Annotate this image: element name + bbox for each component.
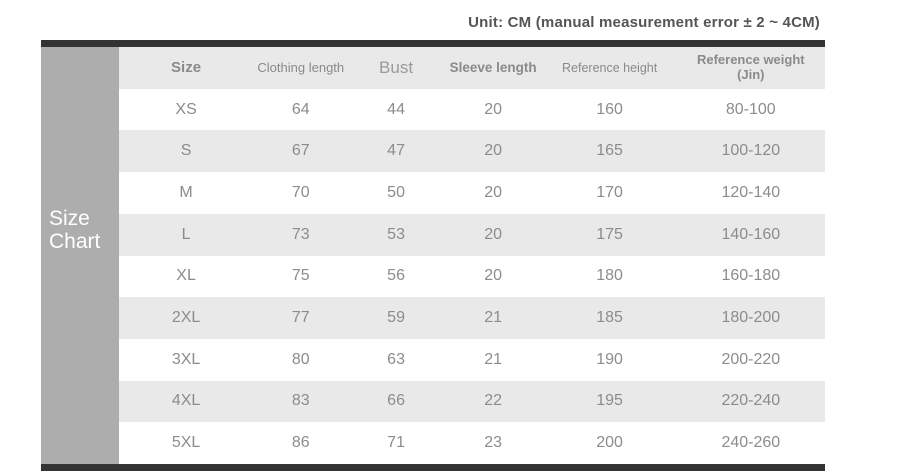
reference-height-cell: 180: [596, 267, 623, 285]
clothing-length-cell: 70: [291, 183, 310, 201]
size-cell: XS: [175, 100, 197, 118]
table-row-3xl: 3XL 80 63 21 190 200-220: [119, 338, 825, 381]
reference-weight-cell: 140-160: [721, 225, 781, 243]
table-row-xs: XS 64 44 20 160 80-100: [119, 88, 825, 131]
bust-cell: 63: [387, 350, 405, 368]
column-header-clothing-length: Clothing length: [257, 60, 345, 76]
size-cell: 4XL: [171, 392, 201, 410]
column-header-reference-height: Reference height: [562, 60, 658, 75]
unit-measurement-note: Unit: CM (manual measurement error ± 2 ~…: [468, 14, 820, 31]
table-header-row: Size Clothing length Bust Sleeve length …: [119, 47, 825, 89]
sleeve-length-cell: 20: [484, 225, 503, 243]
size-cell: L: [181, 225, 191, 243]
sleeve-length-cell: 20: [484, 183, 503, 201]
bust-cell: 66: [387, 392, 405, 410]
clothing-length-cell: 64: [291, 100, 310, 118]
size-cell: XL: [176, 267, 196, 285]
clothing-length-cell: 77: [291, 309, 310, 327]
table-grid: Size Clothing length Bust Sleeve length …: [119, 47, 825, 465]
reference-weight-cell: 80-100: [725, 100, 776, 118]
column-header-bust: Bust: [379, 57, 414, 77]
reference-weight-cell: 100-120: [721, 142, 781, 160]
clothing-length-cell: 86: [291, 434, 310, 452]
reference-height-cell: 165: [596, 142, 623, 160]
reference-height-cell: 185: [596, 309, 623, 327]
sleeve-length-cell: 22: [484, 392, 503, 410]
table-row-4xl: 4XL 83 66 22 195 220-240: [119, 380, 825, 423]
size-chart-table: Size Chart Size Clothing length Bust Sle…: [41, 40, 825, 471]
clothing-length-cell: 75: [291, 267, 310, 285]
reference-height-cell: 190: [596, 350, 623, 368]
size-cell: 3XL: [171, 350, 201, 368]
sleeve-length-cell: 20: [484, 142, 503, 160]
reference-height-cell: 200: [596, 434, 623, 452]
reference-weight-cell: 240-260: [721, 434, 781, 452]
table-row-l: L 73 53 20 175 140-160: [119, 213, 825, 256]
clothing-length-cell: 67: [291, 142, 310, 160]
reference-height-cell: 160: [596, 100, 623, 118]
table-row-xl: XL 75 56 20 180 160-180: [119, 255, 825, 298]
reference-height-cell: 175: [596, 225, 623, 243]
size-cell: S: [180, 142, 192, 160]
weight-header-line1: Reference weight: [696, 51, 805, 67]
reference-weight-cell: 160-180: [721, 267, 781, 285]
bust-cell: 44: [387, 100, 405, 118]
weight-header-line2: (Jin): [737, 66, 765, 82]
table-side-label: Size Chart: [41, 47, 119, 464]
size-cell: 2XL: [171, 309, 201, 327]
sleeve-length-cell: 23: [484, 434, 503, 452]
table-row-m: M 70 50 20 170 120-140: [119, 172, 825, 214]
table-row-s: S 67 47 20 165 100-120: [119, 130, 825, 173]
reference-weight-cell: 180-200: [721, 309, 781, 327]
bust-cell: 50: [387, 183, 405, 201]
reference-weight-cell: 200-220: [721, 350, 781, 368]
bust-cell: 56: [387, 267, 405, 285]
bust-cell: 71: [387, 434, 405, 452]
table-row-2xl: 2XL 77 59 21 185 180-200: [119, 297, 825, 339]
reference-weight-cell: 220-240: [721, 392, 781, 410]
reference-height-cell: 170: [596, 183, 623, 201]
column-header-reference-weight: Reference weight (Jin): [677, 51, 825, 83]
side-label-line2: Chart: [49, 229, 101, 253]
sleeve-length-cell: 20: [484, 100, 503, 118]
size-cell: M: [179, 183, 193, 201]
size-cell: 5XL: [171, 434, 201, 452]
sleeve-length-cell: 21: [484, 350, 503, 368]
table-row-5xl: 5XL 86 71 23 200 240-260: [119, 422, 825, 465]
bust-cell: 59: [387, 309, 405, 327]
sleeve-length-cell: 21: [484, 309, 503, 327]
side-label-line1: Size: [49, 206, 90, 230]
sleeve-length-cell: 20: [484, 267, 503, 285]
column-header-size: Size: [171, 59, 202, 77]
clothing-length-cell: 80: [291, 350, 310, 368]
column-header-sleeve-length: Sleeve length: [449, 60, 537, 76]
reference-weight-cell: 120-140: [721, 183, 781, 201]
reference-height-cell: 195: [596, 392, 623, 410]
bust-cell: 47: [387, 142, 405, 160]
clothing-length-cell: 83: [291, 392, 310, 410]
bust-cell: 53: [387, 225, 405, 243]
clothing-length-cell: 73: [291, 225, 310, 243]
